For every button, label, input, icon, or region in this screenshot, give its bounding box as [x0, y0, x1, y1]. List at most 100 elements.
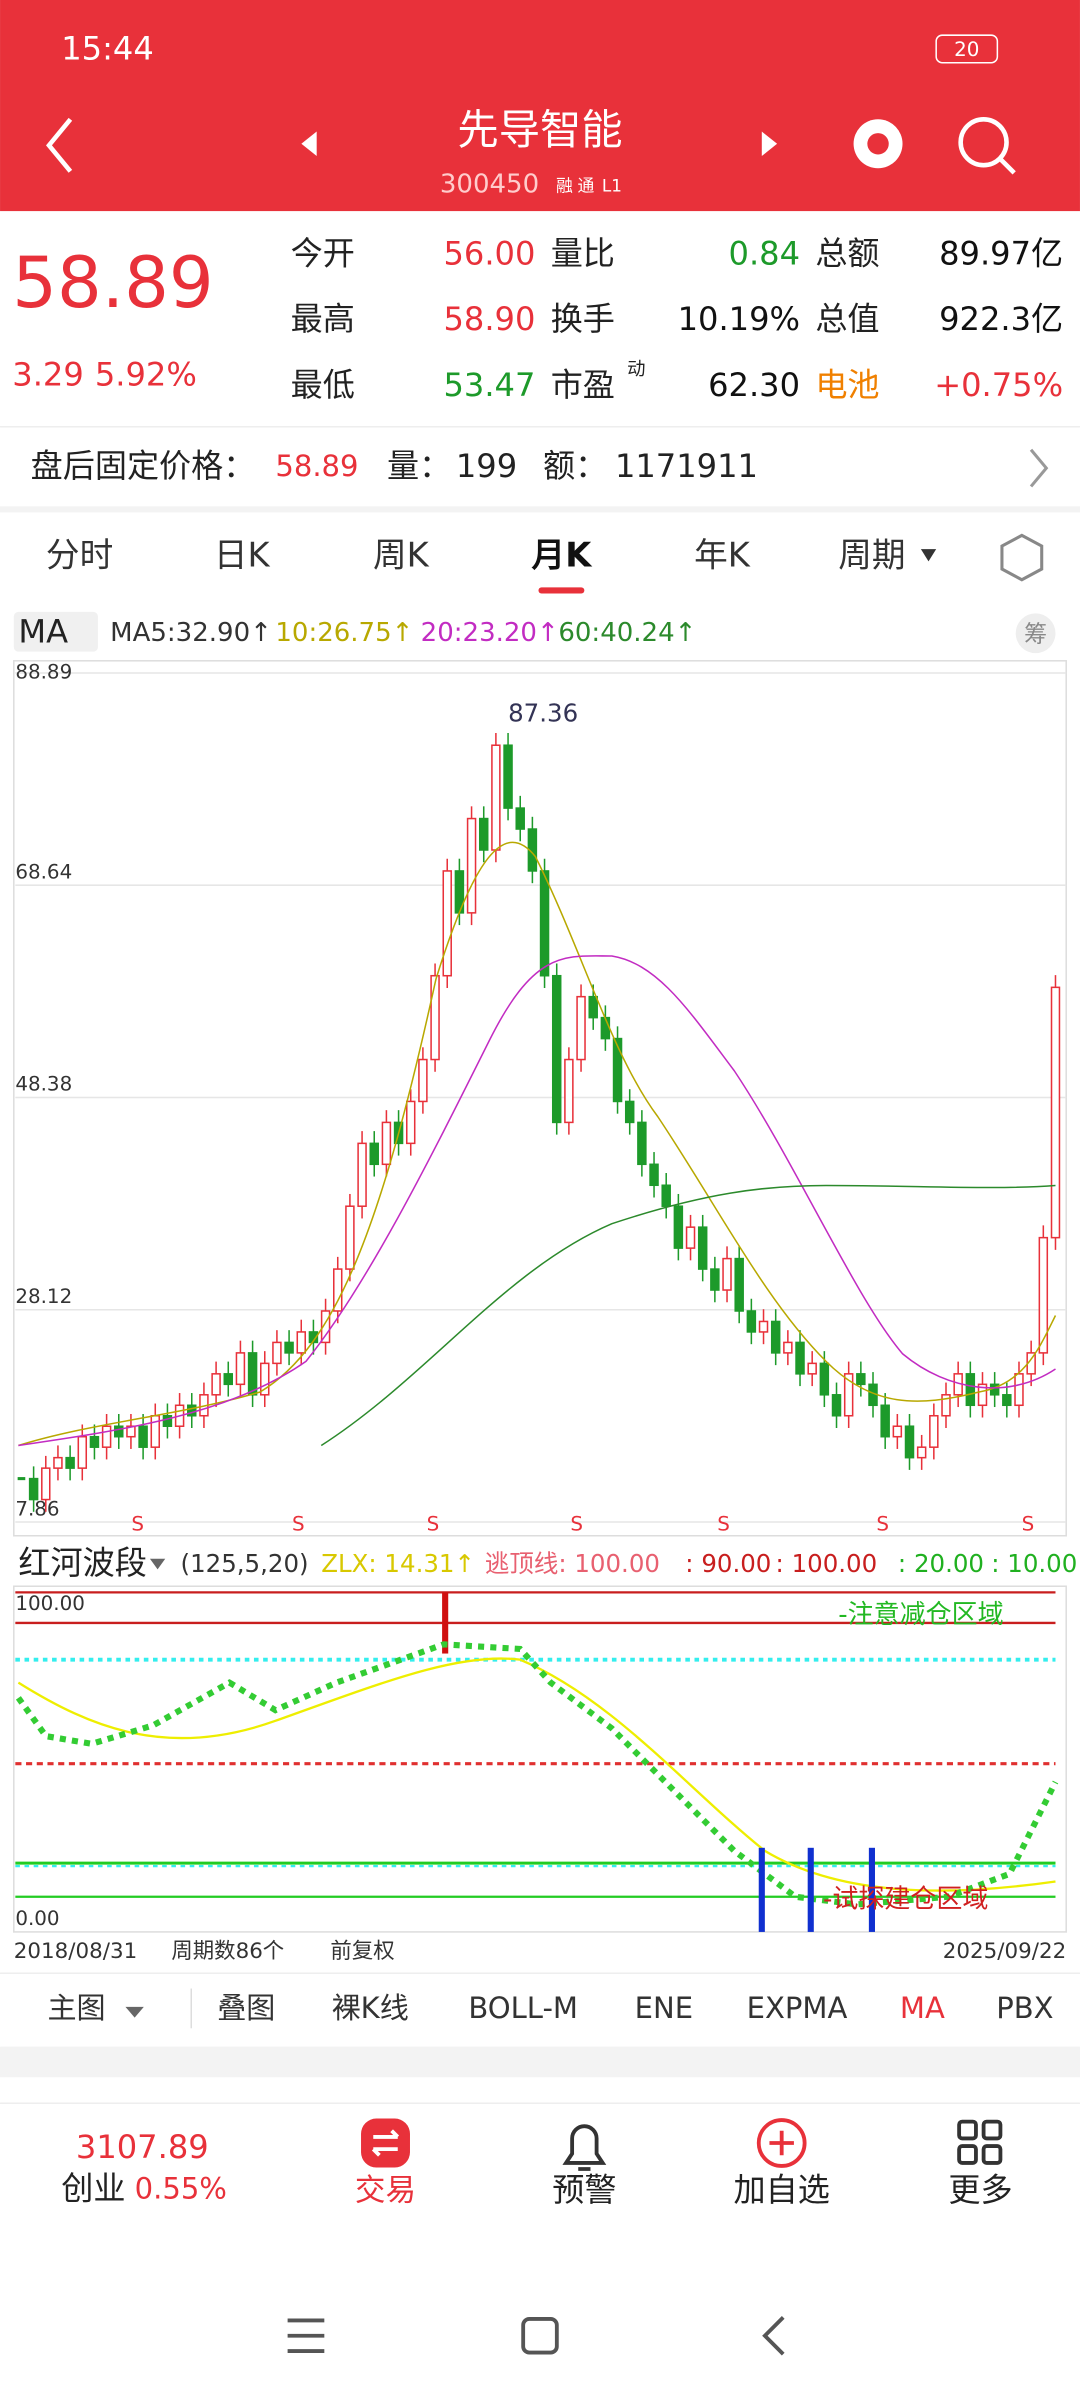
candle [539, 870, 550, 977]
code: 300450 [440, 170, 539, 200]
tab[interactable]: 分时 [46, 535, 113, 574]
signal: S [876, 1513, 889, 1536]
candle [150, 1414, 161, 1448]
candle [333, 1268, 343, 1312]
candle [430, 974, 440, 1061]
candle [576, 995, 586, 1061]
ah-label: 盘后固定价格： [31, 447, 256, 485]
quote-label: 总值 [815, 300, 879, 338]
trade-icon[interactable] [361, 2118, 410, 2168]
candle [843, 1373, 854, 1417]
candle [685, 1226, 696, 1249]
tag: 融 [556, 176, 573, 196]
nav-item[interactable]: 加自选 [734, 2171, 830, 2209]
tool[interactable]: BOLL-M [468, 1991, 578, 2025]
nav-item[interactable]: 预警 [552, 2171, 616, 2209]
signal: S [717, 1513, 730, 1536]
candle [357, 1142, 367, 1207]
candle [491, 744, 501, 851]
y-tick-label: 48.38 [15, 1073, 72, 1096]
candle [710, 1268, 720, 1291]
y-tick-label: 88.89 [15, 661, 72, 684]
count: 周期数86个 [171, 1939, 284, 1964]
tab[interactable]: 周K [373, 535, 430, 574]
signal: S [570, 1513, 583, 1536]
ma-select[interactable] [13, 611, 98, 652]
ind-top: 100.00 [15, 1592, 85, 1615]
candle [819, 1362, 830, 1396]
tab[interactable]: 周期 [838, 535, 905, 574]
signal: S [427, 1513, 440, 1536]
tool[interactable]: 叠图 [217, 1991, 275, 2025]
ah-label: 量： [387, 447, 451, 485]
quote-label: 最低 [291, 366, 355, 404]
search[interactable] [958, 117, 1009, 168]
candle [162, 1414, 173, 1427]
tool[interactable]: PBX [996, 1991, 1053, 2025]
back[interactable] [46, 117, 73, 173]
candle [345, 1205, 355, 1270]
ma-type: MA [18, 612, 68, 650]
chip[interactable]: 筹 [1024, 621, 1047, 647]
candle [65, 1456, 75, 1469]
ah-price: 58.89 [275, 449, 358, 483]
tool[interactable]: MA [900, 1991, 945, 2025]
quote-value: +0.75% [934, 366, 1063, 404]
add-icon[interactable] [756, 2118, 807, 2168]
ind-line: : 90.00 [685, 1549, 771, 1578]
y-tick-label: 68.64 [15, 860, 72, 883]
alert-icon[interactable] [562, 2124, 607, 2171]
quote-value: 58.90 [443, 300, 535, 338]
ind-bottom: 0.00 [15, 1907, 59, 1930]
signal: S [292, 1513, 305, 1536]
settings[interactable] [1000, 533, 1044, 582]
high-label: 87.36 [508, 699, 578, 728]
tool[interactable]: EXPMA [747, 1991, 848, 2025]
ma-item: 10:26.75↑ [275, 618, 413, 648]
ma-item: 60:40.24↑ [558, 618, 696, 648]
sys-menu[interactable] [287, 2318, 325, 2353]
tool[interactable]: ENE [635, 1991, 693, 2025]
candle [807, 1362, 817, 1375]
ma10 [18, 841, 1057, 1447]
quote-value: 62.30 [708, 366, 800, 404]
sys-back[interactable] [762, 2316, 785, 2356]
candle [564, 1058, 574, 1124]
signal: S [1022, 1513, 1035, 1536]
tab[interactable]: 年K [694, 535, 751, 574]
sys-home[interactable] [521, 2317, 559, 2355]
candle [588, 995, 598, 1019]
tool[interactable]: 裸K线 [332, 1991, 409, 2025]
candle [831, 1394, 842, 1417]
tab[interactable]: 月K [532, 535, 594, 574]
ind-line: : 100.00 [776, 1549, 878, 1578]
candle [600, 1016, 611, 1040]
ind-name: 红河波段 [18, 1544, 146, 1582]
candle [770, 1320, 781, 1354]
next[interactable] [761, 131, 778, 157]
candle [734, 1257, 744, 1312]
candle [369, 1142, 379, 1166]
candle [515, 807, 525, 830]
quote-label: 今开 [291, 234, 355, 272]
candle [247, 1352, 258, 1396]
signal: S [131, 1513, 144, 1536]
candle [272, 1341, 282, 1365]
candle [795, 1341, 805, 1375]
nav-item[interactable]: 更多 [948, 2171, 1012, 2209]
prev[interactable] [301, 131, 317, 157]
tag: L1 [602, 176, 622, 196]
more-icon[interactable] [957, 2119, 1003, 2165]
nav-item[interactable]: 交易 [355, 2173, 416, 2208]
chevron[interactable] [1029, 448, 1049, 488]
candle [101, 1425, 112, 1448]
candle [977, 1383, 988, 1407]
tool[interactable]: 主图 [47, 1991, 105, 2025]
candle [418, 1058, 428, 1103]
candle [637, 1121, 647, 1166]
title: 先导智能 [457, 106, 622, 154]
candle [138, 1425, 148, 1448]
tab[interactable]: 日K [214, 535, 271, 574]
candle [941, 1394, 951, 1417]
ind-line: : 10.00 [991, 1549, 1077, 1578]
